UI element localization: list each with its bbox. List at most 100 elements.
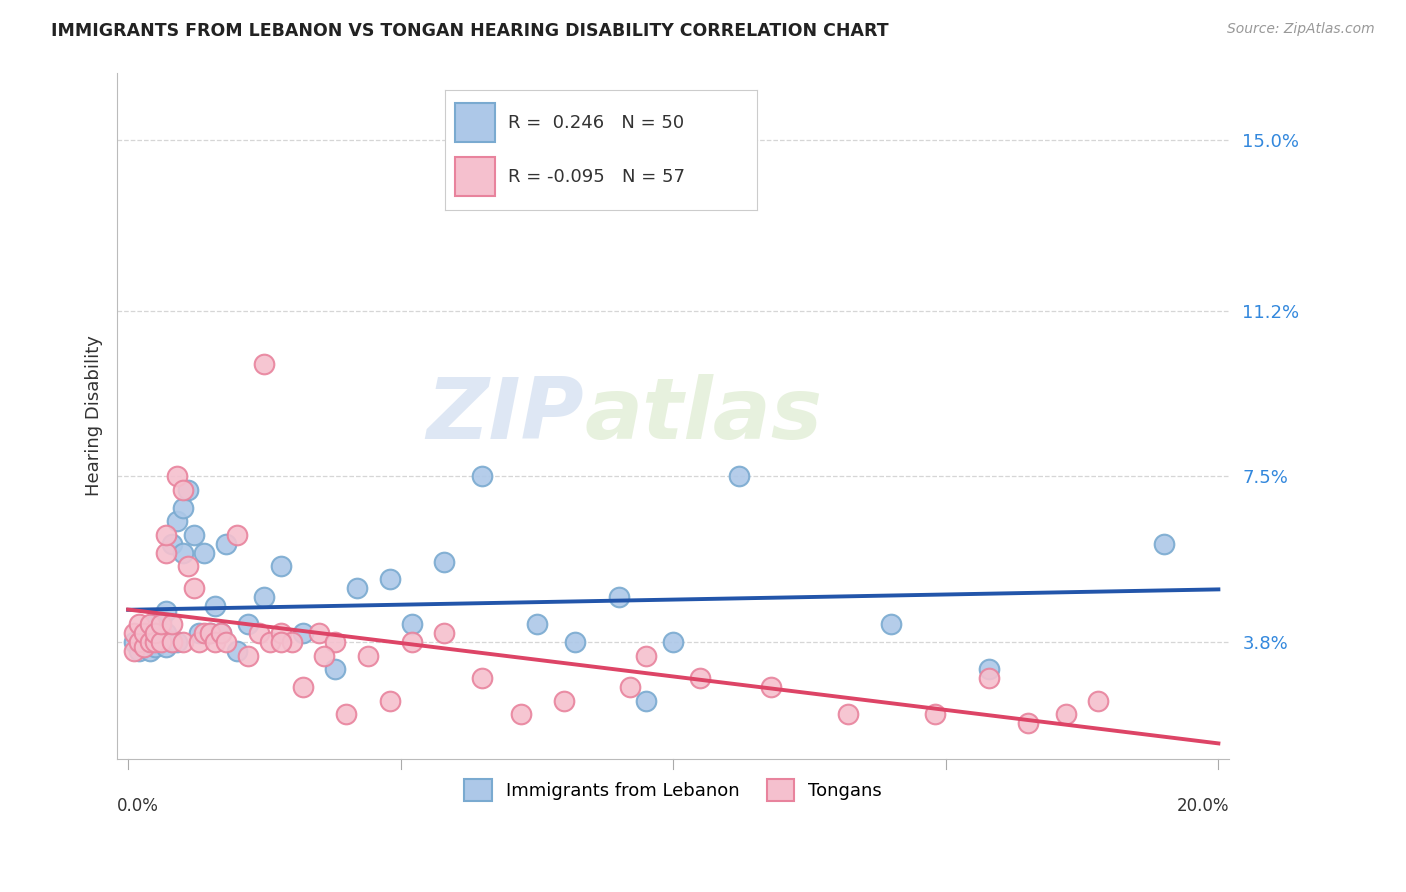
Point	[280, 635, 302, 649]
Point	[1087, 693, 1109, 707]
Point	[193, 626, 215, 640]
Point	[253, 357, 276, 371]
Point	[401, 617, 423, 632]
Point	[634, 648, 657, 663]
Point	[149, 626, 172, 640]
Point	[979, 662, 1001, 676]
Point	[236, 617, 259, 632]
Point	[357, 648, 380, 663]
Text: 20.0%: 20.0%	[1177, 797, 1229, 814]
Y-axis label: Hearing Disability: Hearing Disability	[86, 335, 103, 496]
Point	[880, 617, 903, 632]
Point	[143, 640, 166, 654]
Legend: Immigrants from Lebanon, Tongans: Immigrants from Lebanon, Tongans	[457, 772, 889, 808]
Point	[143, 617, 166, 632]
Point	[401, 635, 423, 649]
Text: 0.0%: 0.0%	[117, 797, 159, 814]
Point	[215, 635, 238, 649]
Point	[253, 591, 276, 605]
Point	[139, 644, 162, 658]
Text: atlas: atlas	[585, 375, 823, 458]
Point	[308, 626, 330, 640]
Point	[335, 706, 357, 721]
Point	[172, 500, 194, 515]
Point	[160, 617, 183, 632]
Point	[143, 626, 166, 640]
Point	[323, 635, 346, 649]
Point	[215, 536, 238, 550]
Point	[662, 635, 685, 649]
Point	[155, 546, 177, 560]
Point	[193, 546, 215, 560]
Point	[761, 680, 783, 694]
Point	[155, 640, 177, 654]
Point	[172, 546, 194, 560]
Point	[346, 582, 368, 596]
Point	[607, 591, 630, 605]
Point	[155, 527, 177, 541]
Point	[378, 573, 401, 587]
Point	[155, 604, 177, 618]
Point	[204, 599, 226, 614]
Point	[270, 626, 292, 640]
Point	[270, 635, 292, 649]
Point	[314, 648, 336, 663]
Point	[236, 648, 259, 663]
Point	[134, 626, 156, 640]
Point	[471, 469, 494, 483]
Point	[837, 706, 859, 721]
Text: Source: ZipAtlas.com: Source: ZipAtlas.com	[1227, 22, 1375, 37]
Point	[183, 582, 205, 596]
Point	[979, 671, 1001, 685]
Point	[209, 626, 232, 640]
Point	[634, 693, 657, 707]
Point	[122, 635, 145, 649]
Point	[128, 617, 150, 632]
Point	[291, 626, 314, 640]
Point	[323, 662, 346, 676]
Point	[143, 626, 166, 640]
Point	[433, 555, 456, 569]
Point	[378, 693, 401, 707]
Point	[204, 635, 226, 649]
Point	[166, 469, 188, 483]
Point	[128, 635, 150, 649]
Point	[128, 644, 150, 658]
Point	[226, 644, 249, 658]
Point	[166, 514, 188, 528]
Point	[924, 706, 946, 721]
Point	[226, 527, 249, 541]
Point	[1153, 536, 1175, 550]
Point	[122, 626, 145, 640]
Point	[509, 706, 531, 721]
Point	[209, 626, 232, 640]
Point	[166, 635, 188, 649]
Point	[134, 635, 156, 649]
Point	[149, 635, 172, 649]
Point	[198, 626, 221, 640]
Point	[139, 626, 162, 640]
Point	[160, 635, 183, 649]
Point	[198, 626, 221, 640]
Text: IMMIGRANTS FROM LEBANON VS TONGAN HEARING DISABILITY CORRELATION CHART: IMMIGRANTS FROM LEBANON VS TONGAN HEARIN…	[51, 22, 889, 40]
Text: ZIP: ZIP	[426, 375, 585, 458]
Point	[526, 617, 548, 632]
Point	[1017, 715, 1039, 730]
Point	[247, 626, 270, 640]
Point	[177, 483, 200, 497]
Point	[139, 635, 162, 649]
Point	[553, 693, 575, 707]
Point	[172, 483, 194, 497]
Point	[619, 680, 641, 694]
Point	[727, 469, 749, 483]
Point	[188, 626, 211, 640]
Point	[160, 536, 183, 550]
Point	[155, 626, 177, 640]
Point	[188, 635, 211, 649]
Point	[259, 635, 281, 649]
Point	[149, 613, 172, 627]
Point	[177, 559, 200, 574]
Point	[143, 635, 166, 649]
Point	[1054, 706, 1077, 721]
Point	[433, 626, 456, 640]
